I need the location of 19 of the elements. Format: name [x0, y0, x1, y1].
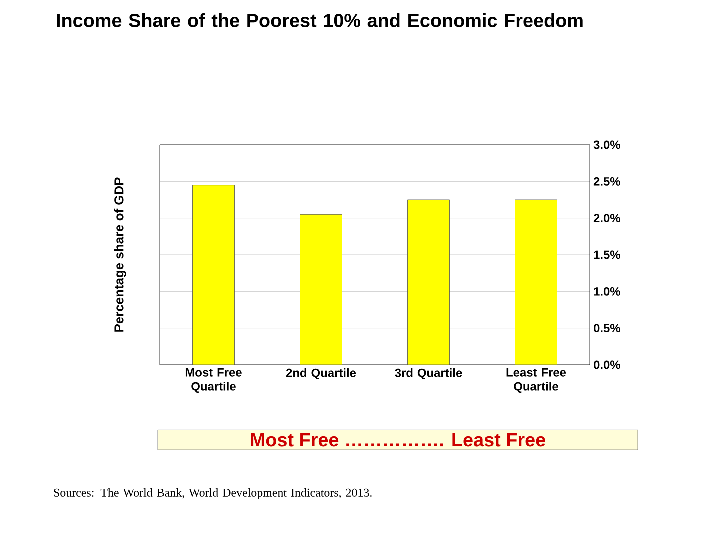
y-tick-label: 1.5% [594, 250, 620, 260]
x-tick-label: 2nd Quartile [286, 368, 356, 380]
y-tick-label: 2.5% [594, 177, 620, 186]
y-tick-label: 3.0% [594, 140, 620, 150]
source-note: Sources: The World Bank, World Development Indicators, 2013. [54, 488, 372, 500]
chart-title: Income Share of the Poorest 10% and Economic Freedom [57, 14, 583, 28]
bar [300, 214, 342, 365]
y-tick-label: 0.5% [594, 324, 620, 333]
text: Most Free ……………. Least Free [251, 434, 546, 447]
y-tick-label: 1.0% [594, 287, 620, 296]
bar [515, 200, 558, 365]
y-axis-title: Percentage share of GDP [114, 178, 126, 332]
bar [408, 200, 450, 365]
bar [192, 185, 235, 365]
x-tick-label: 3rd Quartile [395, 368, 462, 380]
x-tick-label: Least Free Quartile [506, 368, 566, 394]
x-tick-label: Most Free Quartile [186, 368, 242, 394]
y-tick-label: 2.0% [594, 214, 620, 223]
y-tick-label: 0.0% [594, 360, 620, 370]
